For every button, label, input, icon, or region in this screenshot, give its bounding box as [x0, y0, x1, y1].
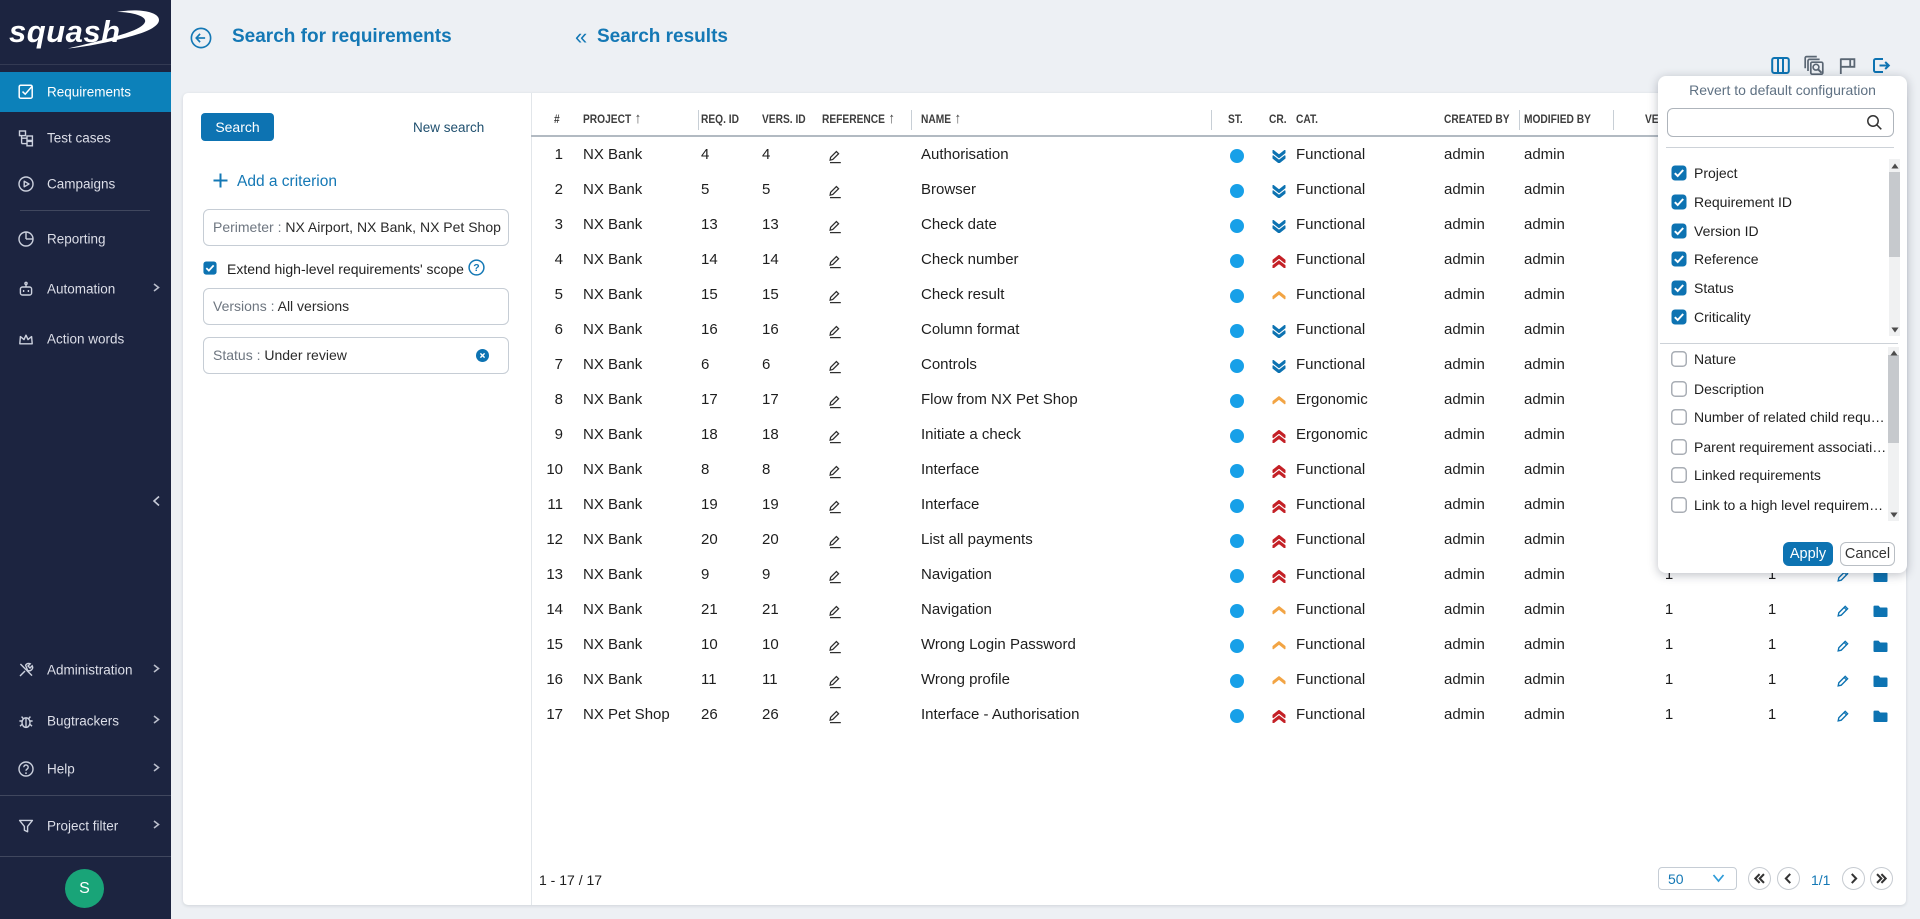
- svg-text:?: ?: [473, 262, 479, 274]
- svg-text:squash: squash: [9, 14, 121, 49]
